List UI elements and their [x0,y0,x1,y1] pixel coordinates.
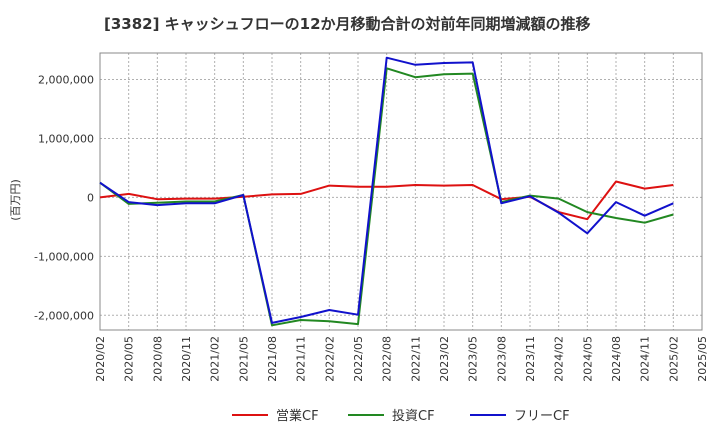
x-axis-ticks: 2020/02 2020/05 2020/08 2020/11 2021/02 2021/… [94,336,709,382]
grid-layer [100,53,702,330]
series-line-1 [99,180,674,221]
y-axis-ticks: 2,000,000 1,000,000 0 -1,000,000 -2,000,000 [34,74,94,323]
y-tick-label: 2,000,000 [38,74,94,87]
x-tick-label: 2023/11 [524,336,537,382]
x-tick-label: 2021/05 [237,336,250,382]
series-layer [99,56,674,327]
x-tick-label: 2021/08 [266,336,279,382]
x-tick-label: 2024/02 [553,336,566,382]
x-tick-label: 2024/08 [610,336,623,382]
series-line-3 [99,56,674,324]
y-axis-label: (百万円) [9,179,22,221]
x-tick-label: 2021/02 [209,336,222,382]
x-tick-label: 2022/11 [409,336,422,382]
x-tick-label: 2024/05 [581,336,594,382]
y-tick-label: -1,000,000 [34,250,94,263]
legend-label-2: 投資CF [392,408,435,424]
x-tick-label: 2020/08 [151,336,164,382]
x-tick-label: 2020/05 [123,336,136,382]
x-tick-label: 2023/08 [495,336,508,382]
y-tick-label: -2,000,000 [34,309,94,322]
legend-label-1: 営業CF [276,408,319,424]
legend: 営業CF 投資CF フリーCF [232,408,570,424]
x-tick-label: 2022/02 [323,336,336,382]
series-line-2 [99,67,674,327]
x-tick-label: 2020/11 [180,336,193,382]
x-tick-label: 2021/11 [295,336,308,382]
x-tick-label: 2022/08 [381,336,394,382]
x-tick-label: 2020/02 [94,336,107,382]
x-tick-label: 2023/05 [467,336,480,382]
y-tick-label: 0 [87,191,94,204]
chart-title: [3382] キャッシュフローの12か月移動合計の対前年同期増減額の推移 [104,15,591,33]
y-tick-label: 1,000,000 [38,132,94,145]
plot-frame [99,52,703,331]
legend-label-3: フリーCF [514,409,570,424]
x-tick-label: 2023/02 [438,336,451,382]
x-tick-label: 2022/05 [352,336,365,382]
x-tick-label: 2024/11 [639,336,652,382]
x-tick-label: 2025/02 [667,336,680,382]
x-tick-label: 2025/05 [696,336,709,382]
